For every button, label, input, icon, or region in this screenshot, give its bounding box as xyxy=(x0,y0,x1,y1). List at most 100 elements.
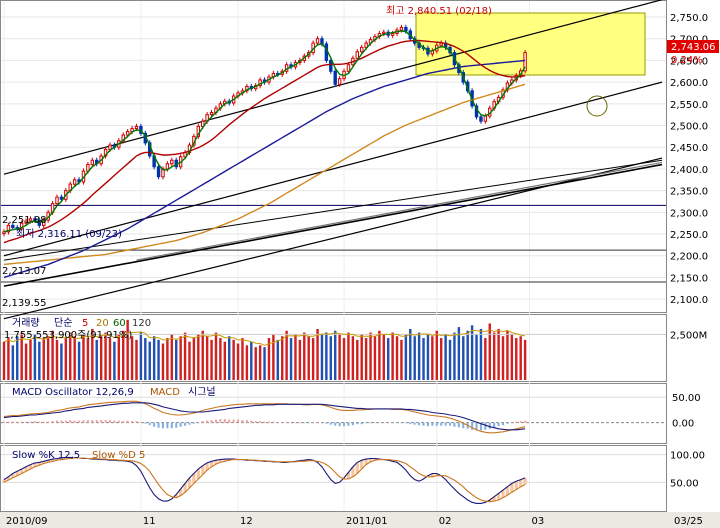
volume-bar xyxy=(82,334,84,380)
volume-bar xyxy=(299,340,301,380)
macd-osc-bar xyxy=(321,423,323,424)
price-tick-label: 2,450.0 xyxy=(670,143,708,154)
macd-osc-bar xyxy=(241,420,243,423)
macd-osc-bar xyxy=(7,422,9,423)
macd-osc-bar xyxy=(272,422,274,423)
macd-osc-bar xyxy=(211,420,213,423)
volume-bar xyxy=(396,336,398,380)
volume-bar xyxy=(312,338,314,380)
volume-bar xyxy=(219,338,221,380)
low-label: 최저 2,316.11 (09/23) xyxy=(16,228,122,240)
macd-osc-bar xyxy=(392,423,394,424)
macd-osc-bar xyxy=(524,421,526,423)
macd-osc-bar xyxy=(21,422,23,423)
macd-osc-bar xyxy=(74,421,76,423)
candle-body xyxy=(157,167,159,177)
macd-osc-bar xyxy=(325,423,327,424)
macd-osc-bar xyxy=(69,420,71,423)
volume-bar xyxy=(524,340,526,380)
volume-bar xyxy=(453,333,455,380)
volume-bar xyxy=(334,331,336,380)
volume-bar xyxy=(232,340,234,380)
volume-bar xyxy=(25,344,27,380)
macd-osc-bar xyxy=(158,423,160,428)
macd-osc-bar xyxy=(409,423,411,425)
volume-bar xyxy=(206,336,208,380)
macd-osc-bar xyxy=(47,422,49,423)
volume-bar xyxy=(303,333,305,380)
macd-osc-bar xyxy=(502,423,504,426)
x-tick-label: 2010/09 xyxy=(6,516,48,527)
volume-bar xyxy=(16,336,18,380)
macd-osc-bar xyxy=(65,421,67,423)
volume-bar xyxy=(175,340,177,380)
change-label: 0.24% xyxy=(671,55,703,66)
volume-bar xyxy=(60,344,62,380)
macd-osc-bar xyxy=(383,423,385,424)
macd-osc-bar xyxy=(506,423,508,424)
macd-osc-bar xyxy=(29,422,31,423)
price-tick-label: 2,100.0 xyxy=(670,295,708,306)
price-tick-label: 2,150.0 xyxy=(670,273,708,284)
volume-bar xyxy=(449,340,451,380)
volume-bar xyxy=(489,323,491,380)
volume-bar xyxy=(210,340,212,380)
macd-osc-bar xyxy=(352,423,354,426)
volume-bar xyxy=(480,329,482,380)
macd-osc-bar xyxy=(100,420,102,423)
macd-osc-bar xyxy=(484,423,486,430)
volume-legend-ma20: 20 xyxy=(96,318,109,329)
volume-bar xyxy=(144,338,146,380)
macd-osc-bar xyxy=(303,423,305,424)
macd-osc-bar xyxy=(16,422,18,423)
macd-osc-bar xyxy=(445,423,447,426)
macd-osc-bar xyxy=(489,423,491,429)
macd-osc-bar xyxy=(171,423,173,429)
macd-osc-bar xyxy=(118,421,120,423)
volume-bar xyxy=(65,338,67,380)
macd-osc-bar xyxy=(91,420,93,423)
volume-bar xyxy=(352,336,354,380)
price-tick-label: 2,600.0 xyxy=(670,78,708,89)
candle-body xyxy=(360,47,362,51)
macd-osc-bar xyxy=(330,423,332,425)
volume-bar xyxy=(440,338,442,380)
price-tick-label: 2,250.0 xyxy=(670,230,708,241)
macd-osc-bar xyxy=(343,423,345,427)
macd-osc-bar xyxy=(286,422,288,423)
macd-osc-bar xyxy=(135,421,137,423)
volume-bar xyxy=(374,336,376,380)
macd-osc-bar xyxy=(180,423,182,427)
macd-osc-bar xyxy=(25,422,27,423)
level-label-1: 2,251.88 xyxy=(2,215,47,226)
volume-bar xyxy=(400,340,402,380)
macd-osc-bar xyxy=(255,421,257,423)
volume-bar xyxy=(330,336,332,380)
candle-body xyxy=(356,52,358,59)
price-tick-label: 2,500.0 xyxy=(670,122,708,133)
volume-bar xyxy=(405,334,407,380)
macd-osc-bar xyxy=(228,420,230,423)
macd-osc-bar xyxy=(458,423,460,428)
volume-bar xyxy=(325,333,327,380)
volume-bar xyxy=(369,333,371,380)
macd-osc-bar xyxy=(122,421,124,423)
macd-osc-bar xyxy=(361,423,363,425)
macd-osc-bar xyxy=(299,423,301,424)
volume-bar xyxy=(157,340,159,380)
volume-legend-type: 단순 xyxy=(54,317,72,329)
volume-bar xyxy=(378,331,380,380)
x-tick-label: 2011/01 xyxy=(346,516,388,527)
volume-bar xyxy=(307,336,309,380)
candle-body xyxy=(210,113,212,115)
volume-bar xyxy=(96,340,98,380)
macd-osc-bar xyxy=(202,421,204,423)
volume-bar xyxy=(237,344,239,380)
candle-body xyxy=(347,65,349,72)
macd-osc-bar xyxy=(3,422,5,423)
volume-bar xyxy=(347,333,349,380)
macd-osc-bar xyxy=(449,423,451,426)
macd-osc-bar xyxy=(184,423,186,426)
volume-bar xyxy=(272,334,274,380)
x-tick-label: 12 xyxy=(240,516,253,527)
